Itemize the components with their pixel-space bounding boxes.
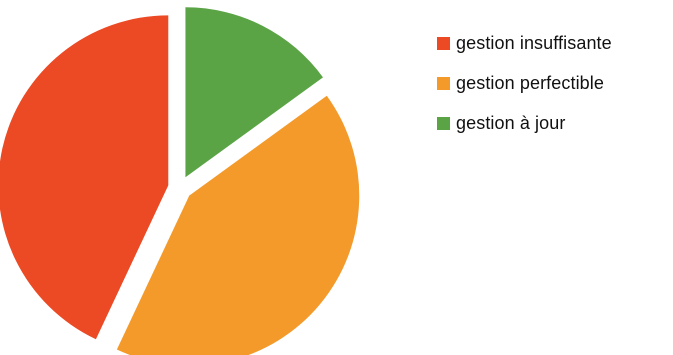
legend-item-gestion-a-jour: gestion à jour — [437, 113, 667, 133]
legend-item-gestion-insuffisante: gestion insuffisante — [437, 33, 667, 53]
legend-label-gestion-a-jour: gestion à jour — [456, 112, 566, 133]
legend: gestion insuffisante gestion perfectible… — [437, 33, 667, 153]
legend-swatch-gestion-a-jour — [437, 116, 450, 130]
legend-label-gestion-perfectible: gestion perfectible — [456, 72, 604, 93]
legend-item-gestion-perfectible: gestion perfectible — [437, 73, 667, 93]
legend-label-gestion-insuffisante: gestion insuffisante — [456, 32, 612, 53]
legend-swatch-gestion-insuffisante — [437, 36, 450, 50]
pie-slice-gestion-jour — [185, 7, 323, 178]
pie-slice-gestion-insuffisante — [0, 15, 169, 340]
pie-slice-gestion-perfectible — [116, 95, 360, 355]
legend-swatch-gestion-perfectible — [437, 76, 450, 90]
